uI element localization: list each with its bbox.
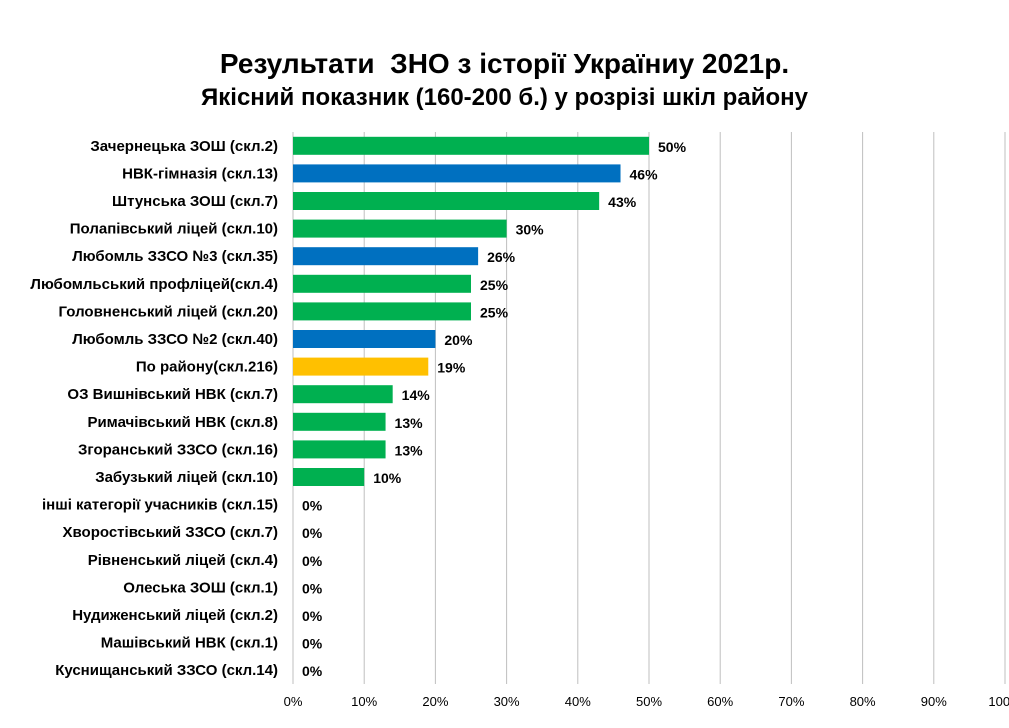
- bar: [293, 192, 600, 210]
- x-tick-label: 80%: [850, 694, 876, 709]
- value-label: 43%: [608, 194, 637, 210]
- bar: [293, 357, 429, 376]
- value-label: 0%: [302, 663, 323, 679]
- category-label: Забузький ліцей (скл.10): [95, 469, 278, 486]
- bar: [293, 385, 393, 404]
- value-label: 13%: [395, 415, 424, 431]
- category-label: Римачівський НВК (скл.8): [87, 414, 278, 431]
- category-label: Штунська ЗОШ (скл.7): [112, 193, 278, 210]
- category-label: Любомль ЗЗСО №2 (скл.40): [72, 331, 278, 348]
- value-label: 14%: [402, 387, 431, 403]
- x-tick-label: 70%: [778, 694, 804, 709]
- category-label: Полапівський ліцей (скл.10): [70, 221, 278, 238]
- value-labels: 50% 46% 43% 30%26% 25% 25% 20% 19% 14% 13% 13% 10% 0…: [302, 139, 687, 679]
- value-label: 10%: [373, 470, 402, 486]
- bar: [293, 440, 386, 459]
- category-label: Куснищанський ЗЗСО (скл.14): [55, 662, 278, 679]
- x-tick-label: 10%: [351, 694, 377, 709]
- value-label: 0%: [302, 608, 323, 624]
- value-label: 0%: [302, 553, 323, 569]
- category-label: Головненський ліцей (скл.20): [59, 303, 278, 320]
- x-tick-label: 0%: [284, 694, 303, 709]
- category-label: інші категорії учасників (скл.15): [42, 497, 278, 514]
- bar: [293, 274, 471, 293]
- category-label: Згоранський ЗЗСО (скл.16): [78, 441, 278, 458]
- value-label: 0%: [302, 636, 323, 652]
- grid-lines: [292, 132, 1006, 684]
- category-label: По району(скл.216): [136, 359, 278, 376]
- value-label: 19%: [437, 360, 466, 376]
- bars: [293, 136, 649, 486]
- x-tick-label: 60%: [707, 694, 733, 709]
- chart-title: Результати ЗНО з історії Україниу 2021р.: [219, 48, 790, 79]
- category-label: Любомльський профліцей(скл.4): [30, 276, 278, 293]
- category-label: ОЗ Вишнівський НВК (скл.7): [67, 386, 278, 403]
- x-tick-label: 90%: [921, 694, 947, 709]
- bar: [293, 136, 649, 155]
- bar: [293, 302, 471, 321]
- value-label: 20%: [444, 332, 473, 348]
- category-labels: Зачернецька ЗОШ (скл.2) НВК-гімназія (скл…: [30, 138, 278, 679]
- value-label: 0%: [302, 580, 323, 596]
- category-label: Любомль ЗЗСО №3 (скл.35): [72, 248, 278, 265]
- category-label: Рівненський ліцей (скл.4): [88, 552, 278, 569]
- x-tick-label: 20%: [422, 694, 448, 709]
- chart-subtitle: Якісний показник (160-200 б.) у розрізі …: [201, 84, 808, 111]
- x-tick-label: 30%: [494, 694, 520, 709]
- category-label: Хворостівський ЗЗСО (скл.7): [63, 524, 278, 541]
- bar: [293, 247, 479, 266]
- bar: [293, 468, 365, 486]
- x-tick-label: 50%: [636, 694, 662, 709]
- value-label: 26%: [487, 249, 516, 265]
- category-label: Олеська ЗОШ (скл.1): [123, 579, 278, 596]
- value-label: 25%: [480, 277, 509, 293]
- bar: [293, 164, 621, 183]
- value-label: 30%: [516, 222, 545, 238]
- bar: [293, 330, 436, 348]
- value-label: 0%: [302, 525, 323, 541]
- category-label: Машівський НВК (скл.1): [101, 635, 278, 652]
- category-label: Зачернецька ЗОШ (скл.2): [90, 138, 278, 155]
- x-axis-ticks: 0% 10% 20% 30% 40% 50% 60% 70% 80% 90% 100%: [284, 694, 1009, 709]
- value-label: 13%: [395, 442, 424, 458]
- bar: [293, 412, 386, 431]
- x-tick-label: 100%: [988, 694, 1009, 709]
- value-label: 25%: [480, 304, 509, 320]
- value-label: 46%: [630, 166, 659, 182]
- category-label: Нудиженський ліцей (скл.2): [72, 607, 278, 624]
- category-label: НВК-гімназія (скл.13): [122, 165, 278, 182]
- value-label: 0%: [302, 498, 323, 514]
- bar: [293, 219, 507, 238]
- x-tick-label: 40%: [565, 694, 591, 709]
- value-label: 50%: [658, 139, 687, 155]
